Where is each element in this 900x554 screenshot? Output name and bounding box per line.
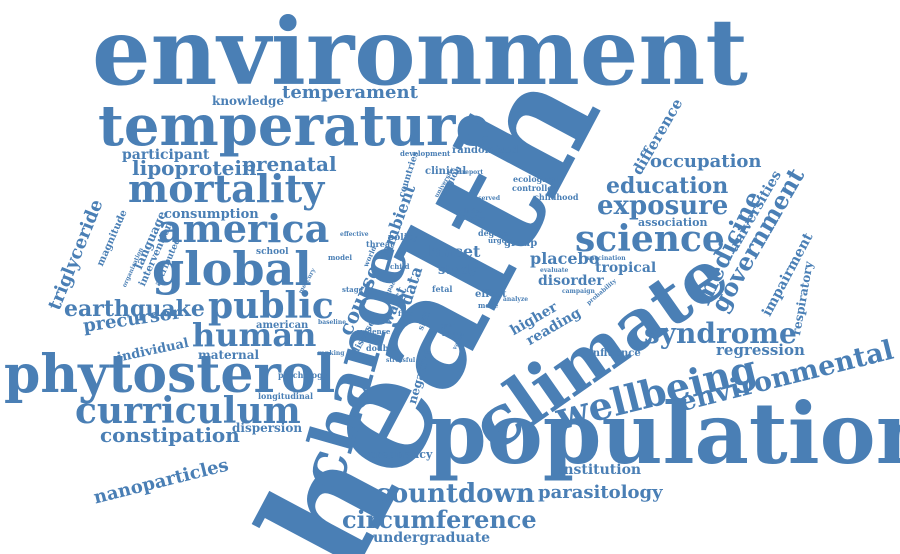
word-longitudinal: longitudinal	[258, 392, 313, 400]
word-evidence: evidence	[356, 328, 390, 335]
word-grid: grid	[440, 322, 456, 329]
word-urgent: urgent	[488, 237, 514, 244]
word-nanoparticles: nanoparticles	[92, 457, 230, 508]
word-temperature: temperature	[98, 98, 491, 154]
word-dispersion: dispersion	[232, 422, 302, 434]
word-ranking: ranking	[318, 351, 344, 357]
word-stage: stage	[342, 286, 363, 293]
word-development: development	[400, 150, 450, 157]
word-evaluate: evaluate	[540, 268, 568, 274]
word-constipation: constipation	[100, 425, 240, 445]
word-stressful: stressful	[386, 358, 415, 364]
word-model: model	[328, 254, 352, 261]
word-education: education	[606, 175, 728, 197]
word-fetal: fetal	[432, 285, 452, 293]
word-childhood: childhood	[534, 193, 578, 201]
word-tropical: tropical	[595, 261, 656, 275]
word-pregnancy: pregnancy	[368, 449, 432, 460]
word-maternal: maternal	[198, 349, 259, 361]
word-consumption: consumption	[164, 208, 259, 221]
word-vaccination: vaccination	[587, 256, 626, 262]
word-influence: influence	[589, 349, 641, 359]
word-participant: participant	[122, 148, 209, 162]
word-baseline: baseline	[318, 320, 346, 326]
word-randomised: randomised	[452, 146, 518, 156]
word-child: child	[390, 263, 410, 270]
word-association: association	[638, 217, 707, 228]
word-institution: institution	[558, 463, 641, 477]
word-prenatal: prenatal	[242, 154, 337, 174]
word-circumference: circumference	[342, 508, 537, 532]
word-effective: effective	[340, 232, 369, 238]
word-occupation: occupation	[650, 153, 762, 171]
word-analyze: analyze	[503, 297, 528, 303]
word-disorder: disorder	[538, 274, 604, 288]
word-effect: effect	[475, 290, 507, 300]
word-american: american	[256, 321, 308, 331]
word-campaign: campaign	[562, 289, 595, 295]
word-more: more	[478, 302, 498, 309]
word-countdown: countdown	[375, 481, 535, 507]
word-knowledge: knowledge	[212, 95, 284, 107]
word-double: double	[366, 344, 396, 352]
word-controlled: controlled	[512, 184, 558, 192]
word-ecological: ecological	[513, 175, 558, 183]
word-study: study	[438, 264, 477, 277]
word-criterion: criterion	[456, 216, 486, 222]
word-free: free	[398, 310, 414, 317]
word-regression: regression	[716, 343, 805, 358]
word-parasitology: parasitology	[538, 484, 663, 502]
word-temperament: temperament	[282, 84, 418, 102]
word-environment: environment	[92, 6, 748, 98]
word-lancet: lancet	[425, 244, 480, 260]
word-undergraduate: undergraduate	[373, 531, 490, 545]
word-observed: observed	[470, 196, 500, 202]
word-psychology: psychology	[278, 371, 327, 379]
word-report: report	[462, 170, 483, 176]
word-school: school	[256, 248, 289, 257]
